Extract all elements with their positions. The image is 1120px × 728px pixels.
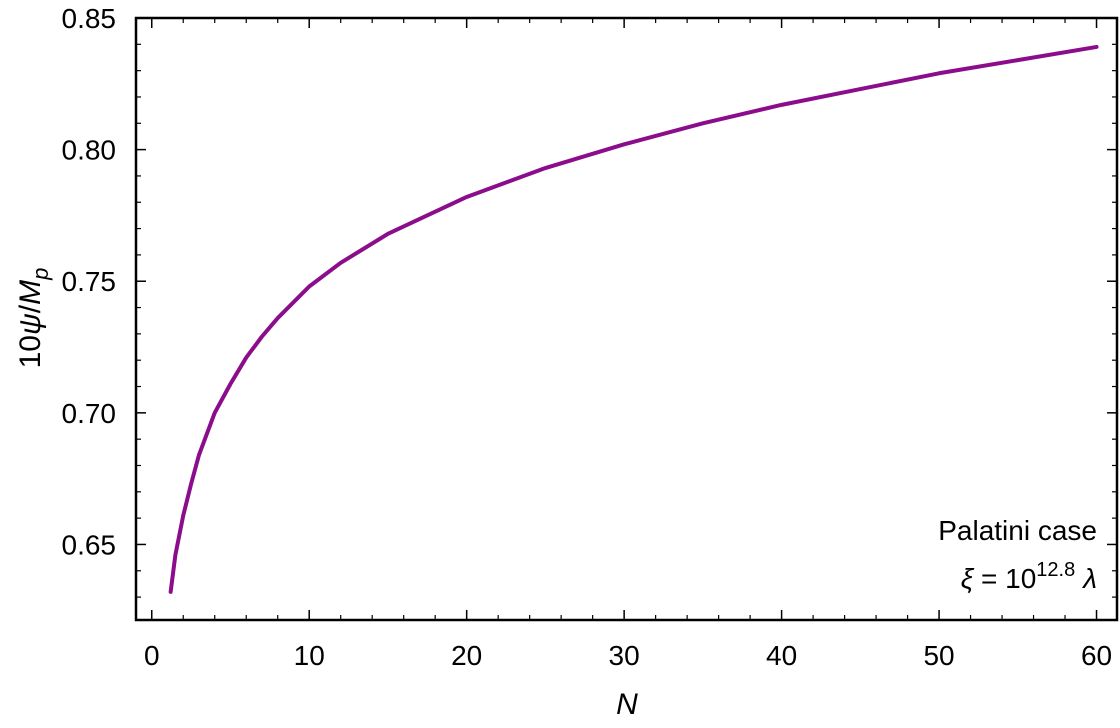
x-tick-label: 60 — [1081, 640, 1112, 671]
y-tick-label: 0.85 — [62, 3, 117, 34]
annotation-xi: ξ = 1012.8 λ — [961, 559, 1097, 594]
ticks — [136, 17, 1117, 620]
x-tick-label: 10 — [294, 640, 325, 671]
y-tick-label: 0.70 — [62, 398, 117, 429]
series-line — [168, 44, 1099, 594]
y-tick-label: 0.80 — [62, 135, 117, 166]
x-tick-label: 40 — [766, 640, 797, 671]
series-layer — [168, 44, 1099, 594]
y-tick-label: 0.65 — [62, 529, 117, 560]
x-axis-label: N — [616, 688, 638, 721]
y-tick-label: 0.75 — [62, 266, 117, 297]
x-tick-label: 0 — [144, 640, 160, 671]
plot-frame — [134, 16, 1119, 622]
annotation-case: Palatini case — [938, 515, 1097, 546]
x-tick-label: 30 — [609, 640, 640, 671]
x-tick-label: 20 — [451, 640, 482, 671]
y-axis-label: 10ψ/Mp — [14, 268, 53, 369]
tick-labels: 0 10 20 30 40 50 60 0.65 0.70 0.75 0.80 0.85 — [62, 3, 1113, 671]
x-tick-label: 50 — [923, 640, 954, 671]
